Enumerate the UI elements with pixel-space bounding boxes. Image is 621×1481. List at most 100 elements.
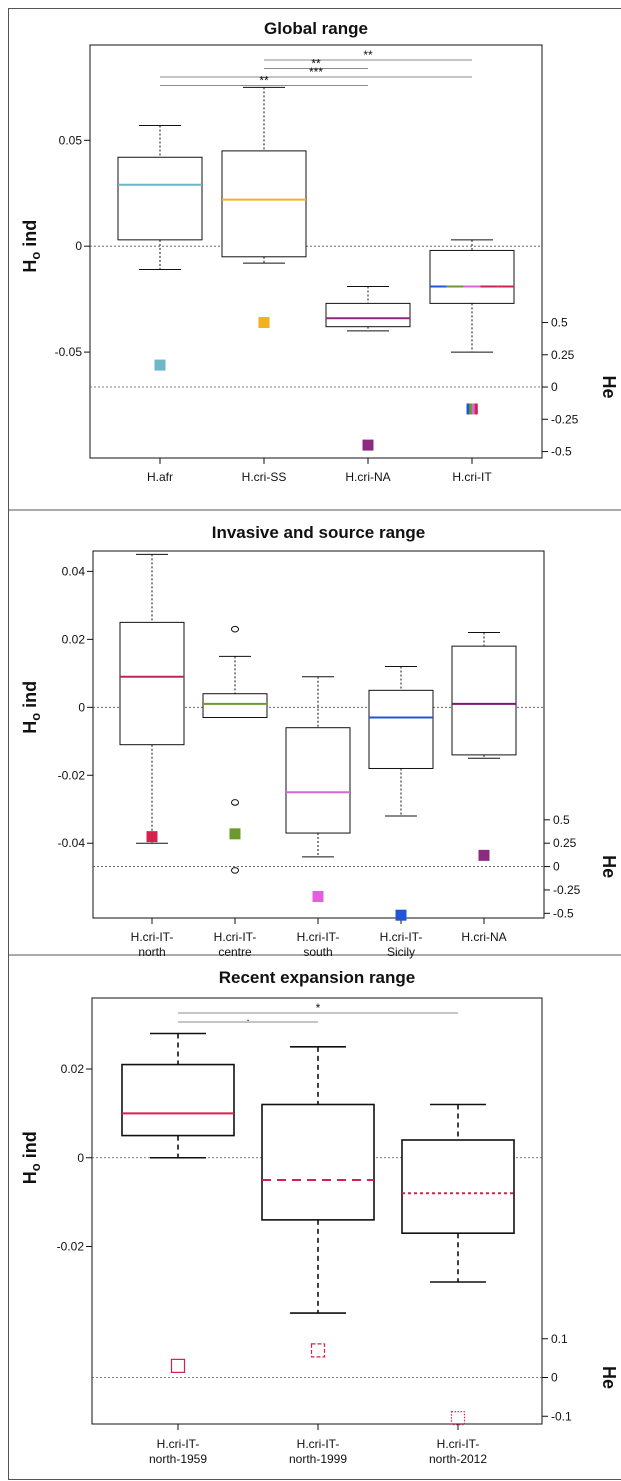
y-tick-label: -0.05 (55, 345, 83, 359)
chart-title: Invasive and source range (212, 523, 426, 542)
x-tick-label: north-1959 (149, 1452, 207, 1466)
outlier-point (231, 867, 239, 874)
y-axis-label: Ho ind (20, 681, 43, 734)
chart-title: Recent expansion range (219, 968, 416, 987)
chart-panel-1: Global range 0.05 0 -0.05 0.5 0.25 0 -0.25 -0.5 H… (20, 19, 619, 484)
y-tick-label: 0.02 (61, 1062, 85, 1076)
y2-tick-label: 0.25 (553, 836, 577, 850)
box-2 (221, 86, 307, 264)
x-tick-label: H.cri-NA (461, 930, 506, 944)
box-4 (429, 239, 515, 353)
outlier-point (231, 625, 239, 633)
x-tick-label: H.cri-NA (345, 470, 390, 484)
y2-tick-label: -0.1 (551, 1409, 572, 1423)
box-iqr (121, 1063, 235, 1137)
he-point (146, 831, 158, 843)
y2-tick-label: 0 (551, 380, 558, 394)
he-point (466, 403, 470, 415)
box-2 (261, 1046, 375, 1314)
x-tick-label: H.cri-IT- (297, 1437, 340, 1451)
y-tick-label: 0 (77, 1151, 84, 1165)
box-iqr (325, 302, 411, 328)
significance-label: *** (309, 65, 323, 79)
x-tick-label: Sicily (387, 945, 415, 959)
outlier-point (231, 799, 239, 806)
box-3 (285, 676, 351, 858)
he-point (469, 403, 473, 415)
x-tick-label: H.cri-IT- (437, 1437, 480, 1451)
y2-tick-label: 0 (553, 860, 560, 874)
x-tick-label: centre (218, 945, 252, 959)
he-point (474, 403, 478, 415)
x-tick-label: H.cri-SS (242, 470, 287, 484)
he-point (478, 849, 490, 861)
y-tick-label: -0.02 (57, 1240, 85, 1254)
chart-panel-3: Recent expansion range 0.02 0 -0.02 0.1 0 -0.1… (20, 968, 619, 1466)
box-4 (368, 666, 434, 817)
y-tick-label: 0.04 (62, 564, 86, 578)
x-tick-label: H.cri-IT- (297, 930, 340, 944)
he-point (258, 317, 270, 329)
significance-label: . (246, 1010, 249, 1024)
y2-tick-label: 0.5 (553, 813, 570, 827)
box-5 (451, 632, 517, 759)
box-iqr (117, 156, 203, 241)
x-tick-label: H.cri-IT- (380, 930, 423, 944)
y2-tick-label: -0.5 (551, 445, 572, 459)
y-tick-label: 0 (78, 700, 85, 714)
y-axis-label: Ho ind (20, 1131, 43, 1184)
y2-tick-label: -0.25 (553, 883, 581, 897)
y-tick-label: 0 (75, 239, 82, 253)
y2-axis-label: He (599, 855, 619, 878)
plot-area (91, 997, 543, 1425)
he-point (312, 890, 324, 902)
box-iqr (451, 645, 517, 756)
box-1 (117, 124, 203, 271)
significance-label: ** (259, 74, 269, 88)
box-1 (121, 1032, 235, 1159)
x-tick-label: H.cri-IT- (214, 930, 257, 944)
x-tick-label: north (138, 945, 165, 959)
y-tick-label: 0.02 (62, 632, 86, 646)
he-point (170, 1358, 186, 1373)
box-iqr (202, 693, 268, 719)
y2-axis-label: He (599, 376, 619, 399)
significance-label: ** (311, 57, 321, 71)
he-point (154, 359, 166, 371)
box-iqr (368, 689, 434, 769)
figure-frame (8, 8, 621, 1480)
box-iqr (119, 621, 185, 746)
significance-label: * (316, 1001, 321, 1015)
chart-title: Global range (264, 19, 368, 38)
box-3 (325, 285, 411, 332)
y-tick-label: -0.02 (58, 768, 86, 782)
chart-panel-2: Invasive and source range 0.04 0.02 0 -0.02 -… (20, 523, 619, 959)
box-3 (401, 1103, 515, 1283)
y2-tick-label: -0.25 (551, 412, 579, 426)
box-2 (202, 625, 268, 874)
box-iqr (429, 249, 515, 304)
x-tick-label: H.cri-IT- (157, 1437, 200, 1451)
y2-tick-label: 0 (551, 1371, 558, 1385)
box-iqr (221, 150, 307, 258)
x-tick-label: north-2012 (429, 1452, 487, 1466)
he-point (229, 828, 241, 840)
box-iqr (401, 1139, 515, 1234)
box-1 (119, 553, 185, 844)
x-tick-label: H.cri-IT (452, 470, 492, 484)
y2-axis-label: He (599, 1366, 619, 1389)
he-point (362, 439, 374, 451)
y2-tick-label: 0.1 (551, 1332, 568, 1346)
x-tick-label: south (303, 945, 332, 959)
he-point (450, 1411, 466, 1426)
box-iqr (261, 1103, 375, 1221)
y-axis-label: Ho ind (20, 220, 43, 273)
he-point (310, 1343, 326, 1358)
y2-tick-label: 0.25 (551, 348, 575, 362)
plot-area (89, 44, 543, 459)
x-tick-label: north-1999 (289, 1452, 347, 1466)
box-iqr (285, 727, 351, 834)
x-tick-label: H.afr (147, 470, 173, 484)
y2-tick-label: -0.5 (553, 906, 574, 920)
